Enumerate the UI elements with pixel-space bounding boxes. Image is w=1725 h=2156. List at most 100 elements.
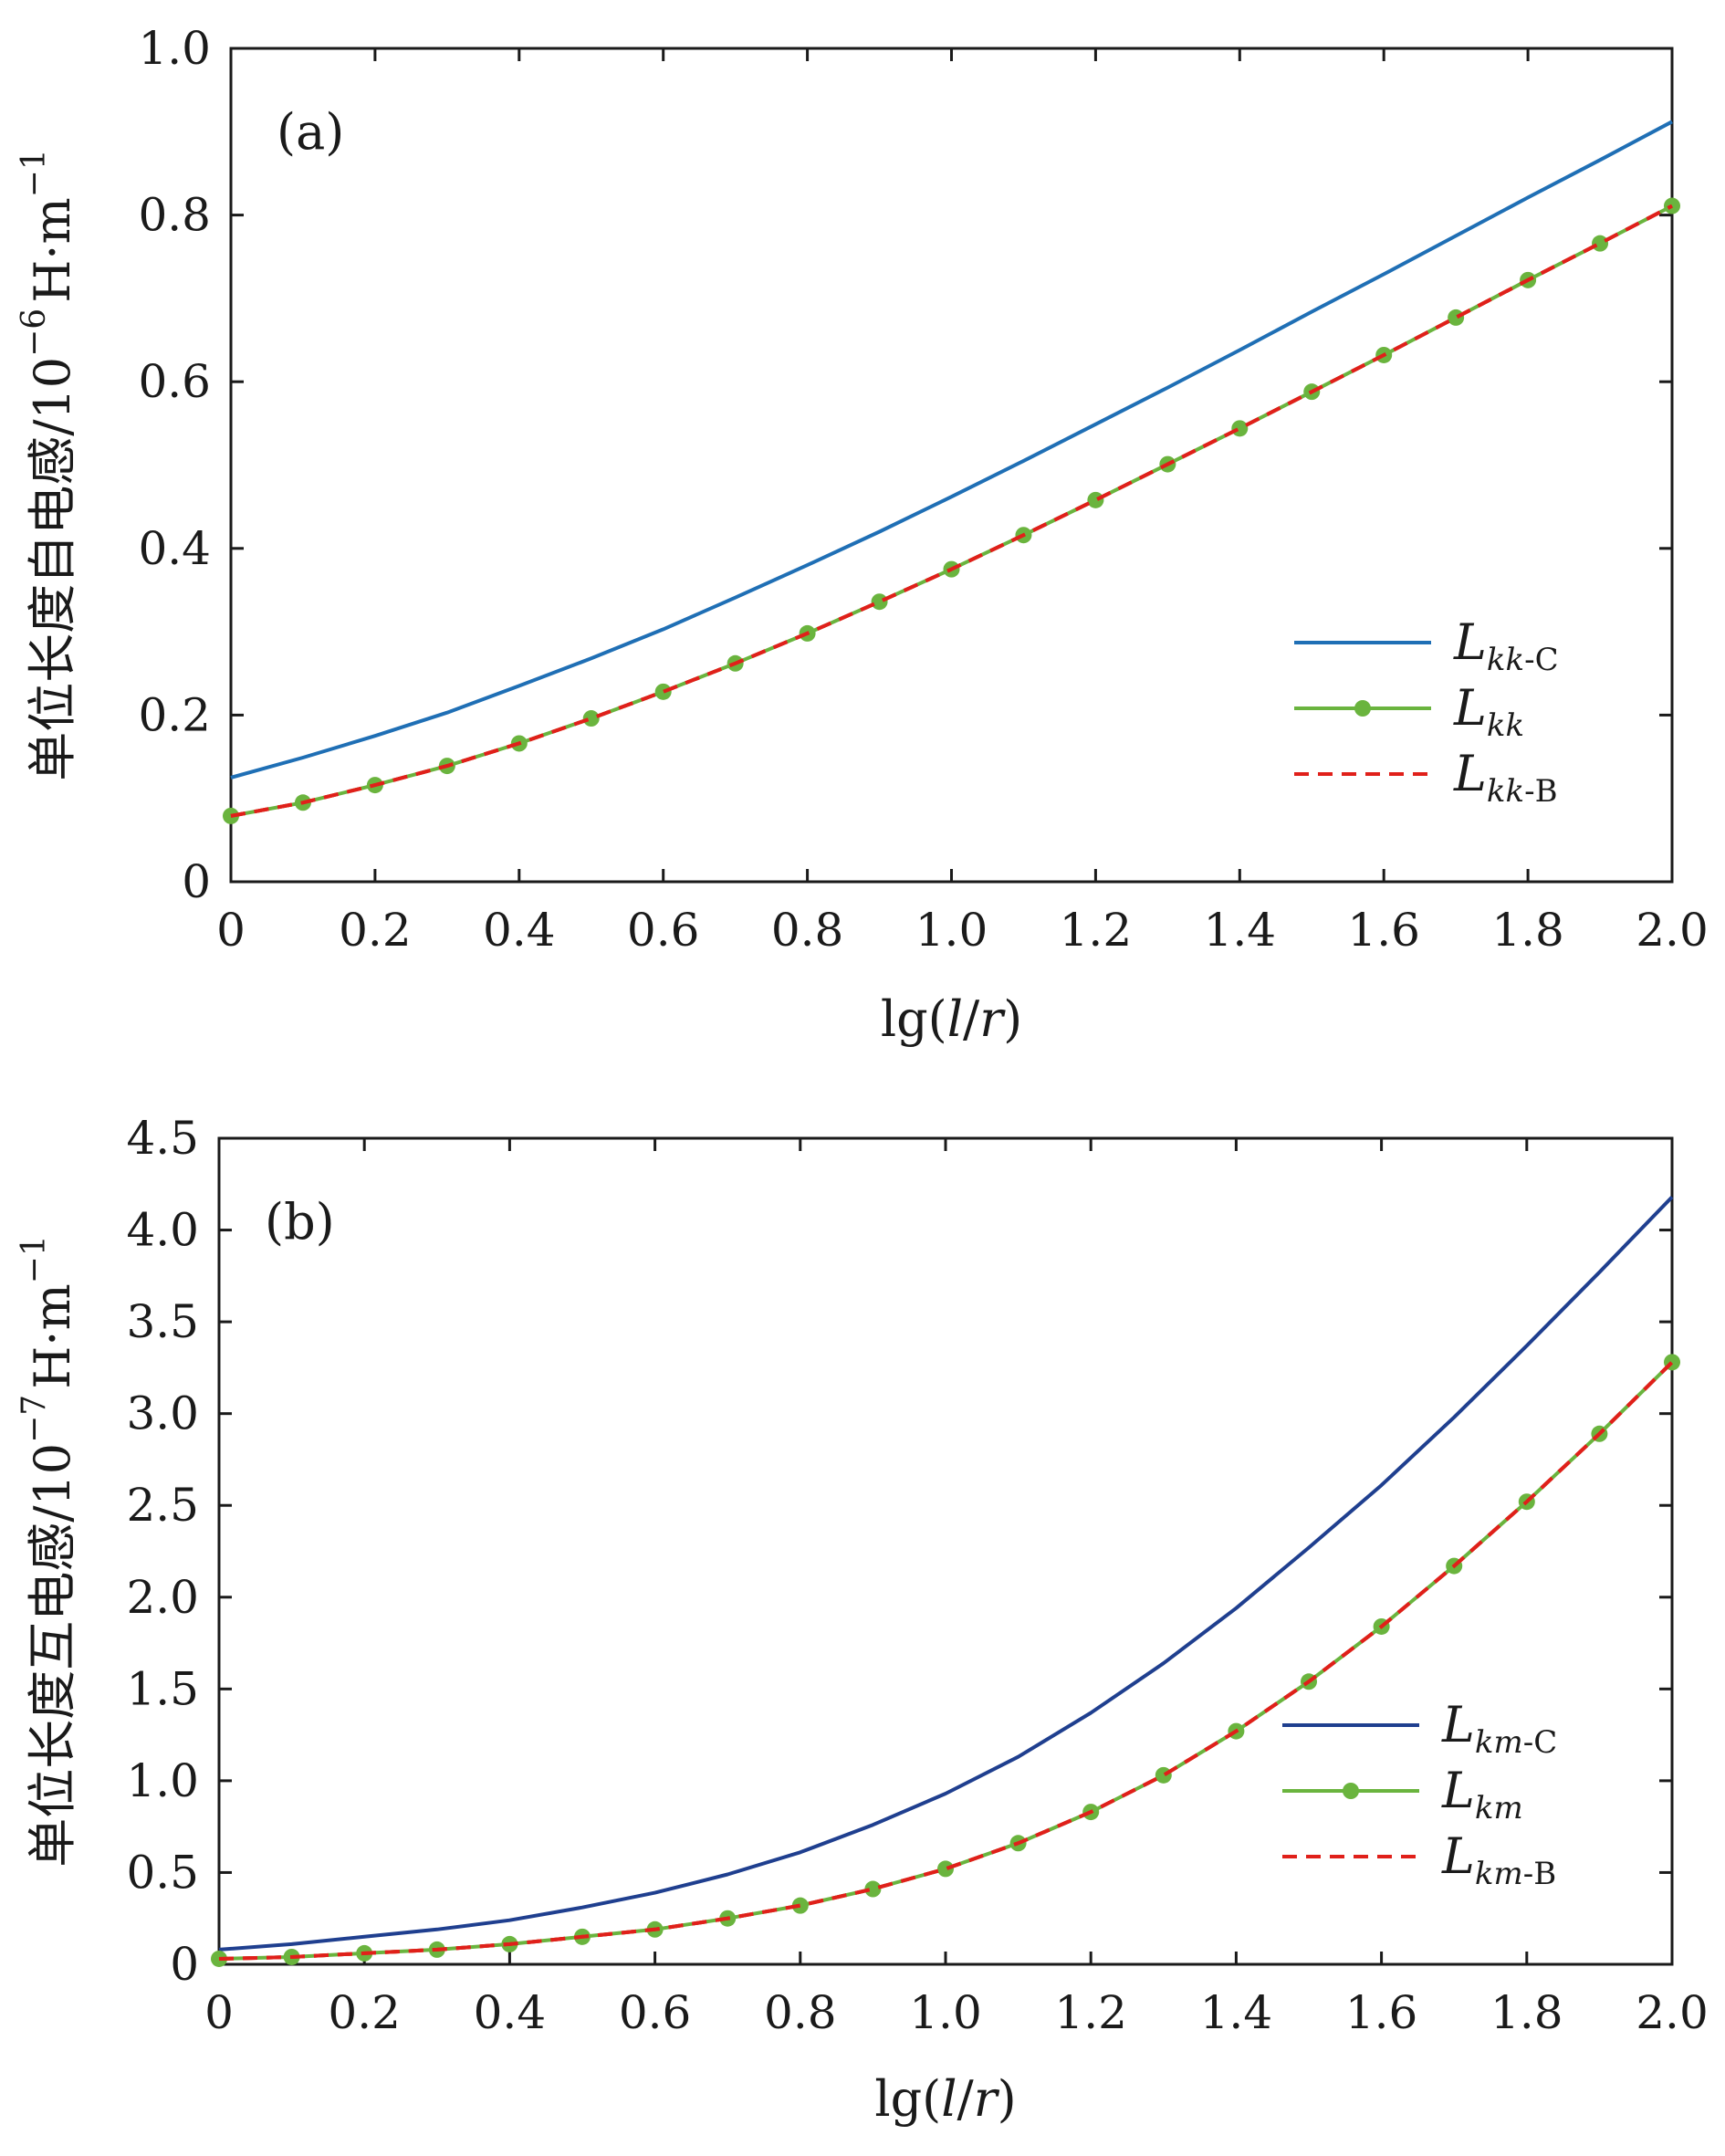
x-axis-label-r: r <box>974 2070 1000 2128</box>
x-axis-label-l: l <box>947 990 963 1048</box>
y-axis-label: 单位长度互电感/10−7 H·m−1 <box>16 1235 81 1868</box>
x-tick-label: 0.2 <box>328 1986 401 2039</box>
series-point <box>864 1880 882 1898</box>
y-tick-label: 1.0 <box>126 1754 199 1807</box>
y-axis-label-unit-exp: −1 <box>16 1235 53 1283</box>
x-tick-label: 0.6 <box>627 904 700 957</box>
legend-main: L <box>1453 613 1487 671</box>
y-axis-label-main: 单位长度自电感/10 <box>24 357 81 781</box>
y-tick-label: 3.5 <box>126 1295 199 1348</box>
x-axis-label-suffix: ) <box>1003 990 1022 1048</box>
legend-entry: Lkm-B <box>1441 1827 1556 1892</box>
x-axis-label-slash: / <box>957 2070 975 2128</box>
x-tick-label: 0.8 <box>771 904 844 957</box>
x-tick-label: 0.2 <box>339 904 412 957</box>
panel-label: (b) <box>265 1193 335 1251</box>
series-point <box>1592 235 1609 252</box>
y-tick-label: 1.0 <box>138 22 211 75</box>
series-line-overlay <box>230 204 1673 818</box>
x-tick-label: 0.4 <box>474 1986 547 2039</box>
x-tick-label: 0.6 <box>619 1986 692 2039</box>
legend-sub: kk <box>1487 642 1524 678</box>
x-tick-label: 1.6 <box>1345 1986 1418 2039</box>
x-tick-label: 2.0 <box>1636 904 1709 957</box>
x-axis-label-r: r <box>979 990 1006 1048</box>
series-point <box>791 1897 809 1914</box>
x-tick-label: 1.8 <box>1491 904 1564 957</box>
y-tick-label: 4.5 <box>126 1112 199 1165</box>
y-tick-label: 2.0 <box>126 1571 199 1624</box>
series-point <box>937 1860 954 1878</box>
y-tick-label: 0.4 <box>138 522 211 575</box>
legend-sub: kk <box>1487 773 1524 810</box>
panel-label: (a) <box>277 103 344 161</box>
x-tick-label: 0 <box>204 1986 234 2039</box>
series-point <box>1231 420 1249 437</box>
legend-marker <box>1343 1783 1359 1799</box>
x-tick-label: 1.4 <box>1204 904 1277 957</box>
y-tick-label: 0.8 <box>138 189 211 242</box>
x-tick-label: 1.0 <box>909 1986 982 2039</box>
x-tick-label: 1.0 <box>915 904 988 957</box>
x-tick-label: 1.4 <box>1200 1986 1273 2039</box>
legend-sub-suffix: -C <box>1524 642 1559 678</box>
y-tick-label: 4.0 <box>126 1204 199 1257</box>
y-tick-label: 0 <box>170 1938 199 1991</box>
y-tick-label: 3.0 <box>126 1387 199 1440</box>
x-tick-label: 0.4 <box>483 904 556 957</box>
series-0 <box>218 1196 1674 1952</box>
legend-sub-suffix: -B <box>1524 773 1557 810</box>
legend-sub: km <box>1475 1790 1523 1826</box>
x-tick-label: 1.8 <box>1490 1986 1563 2039</box>
y-tick-label: 0.5 <box>126 1846 199 1899</box>
legend-marker <box>1354 700 1371 717</box>
legend-main: L <box>1453 679 1487 737</box>
x-tick-label: 1.2 <box>1060 904 1133 957</box>
series-point <box>1155 1766 1172 1784</box>
legend-main: L <box>1441 1696 1475 1753</box>
legend-sub: km <box>1475 1856 1523 1892</box>
series-point <box>1448 309 1465 326</box>
x-tick-label: 2.0 <box>1636 1986 1709 2039</box>
y-axis-label-exp: −6 <box>16 309 53 357</box>
legend-entry: Lkk-B <box>1453 745 1558 810</box>
y-tick-label: 0.2 <box>138 688 211 741</box>
x-axis-label-prefix: lg( <box>881 990 947 1048</box>
y-tick-label: 2.5 <box>126 1479 199 1532</box>
series-point <box>654 683 672 700</box>
series-point <box>582 710 600 727</box>
y-axis-label-unit: H·m <box>24 1283 81 1388</box>
legend-entry: Lkk-C <box>1453 613 1559 678</box>
series-0 <box>230 120 1673 780</box>
x-tick-label: 1.6 <box>1347 904 1420 957</box>
series-line-overlay <box>218 1360 1674 1961</box>
series-point <box>1664 197 1680 215</box>
x-tick-label: 0.8 <box>764 1986 837 2039</box>
legend-main: L <box>1453 745 1487 802</box>
x-axis-label-slash: / <box>963 990 980 1048</box>
y-tick-label: 0 <box>182 855 211 908</box>
legend-entry: Lkm <box>1441 1762 1523 1826</box>
series-line <box>218 1196 1674 1952</box>
y-axis-label-main: 单位长度互电感/10 <box>24 1443 81 1868</box>
x-axis-label-suffix: ) <box>998 2070 1017 2128</box>
x-axis-label: lg(l/r) <box>874 2070 1016 2128</box>
series-line <box>230 120 1673 780</box>
y-tick-label: 1.5 <box>126 1662 199 1715</box>
legend-sub: km <box>1475 1724 1523 1761</box>
y-tick-label: 0.6 <box>138 355 211 408</box>
legend-main: L <box>1441 1827 1475 1885</box>
y-axis-label-unit-exp: −1 <box>16 149 53 197</box>
x-tick-label: 0 <box>216 904 246 957</box>
legend-sub-suffix: -C <box>1523 1724 1558 1761</box>
series-point <box>871 593 888 611</box>
legend-sub: kk <box>1487 707 1524 744</box>
y-axis-label-exp: −7 <box>16 1395 53 1443</box>
legend-entry: Lkm-C <box>1441 1696 1557 1761</box>
chart-panel-b: 0 0.2 0.4 0.6 0.8 1.0 1.2 1.4 1.6 1.8 2.0 0 0.5 1.0 1.… <box>16 1112 1709 2128</box>
x-tick-label: 1.2 <box>1054 1986 1127 2039</box>
legend-sub-suffix: -B <box>1523 1856 1556 1892</box>
